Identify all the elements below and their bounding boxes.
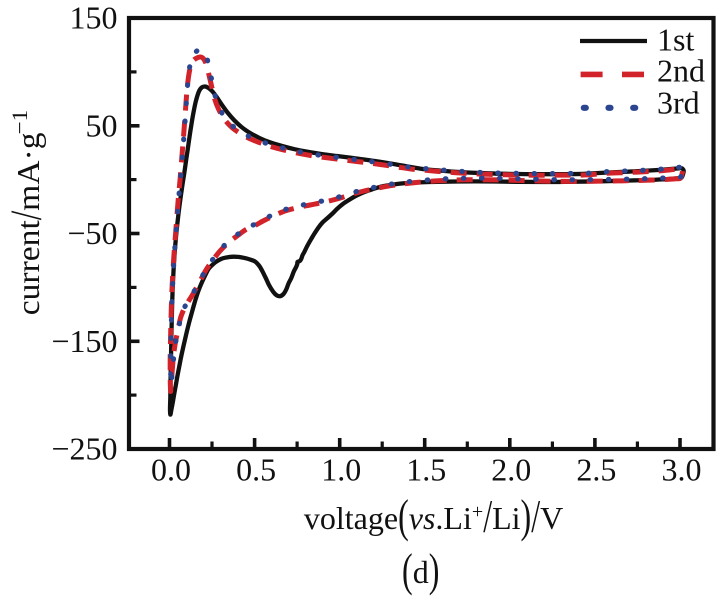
svg-text:): ) — [521, 489, 532, 541]
svg-text:voltage: voltage — [304, 500, 398, 536]
svg-text:mA·g: mA·g — [12, 132, 47, 210]
svg-text:/: / — [483, 489, 493, 541]
svg-text:(: ( — [402, 544, 413, 596]
svg-text:d: d — [413, 554, 429, 590]
svg-text:0.5: 0.5 — [236, 452, 276, 488]
svg-text:vs: vs — [409, 500, 436, 536]
svg-text:1.0: 1.0 — [321, 452, 361, 488]
svg-text:V: V — [540, 500, 563, 536]
svg-text:150: 150 — [70, 0, 118, 36]
svg-text:/: / — [2, 211, 50, 220]
svg-text:50: 50 — [86, 107, 118, 143]
svg-text:(: ( — [398, 489, 409, 541]
svg-text:/: / — [531, 489, 541, 541]
svg-text:−1: −1 — [7, 110, 31, 135]
svg-text:−250: −250 — [51, 431, 117, 467]
svg-text:): ) — [429, 544, 440, 596]
svg-text:−150: −150 — [51, 323, 117, 359]
svg-text:1st: 1st — [657, 21, 694, 57]
svg-text:1.5: 1.5 — [406, 452, 446, 488]
svg-text:2nd: 2nd — [657, 52, 705, 88]
svg-text:2.0: 2.0 — [491, 452, 531, 488]
svg-text:.Li: .Li — [435, 500, 472, 536]
svg-text:0.0: 0.0 — [151, 452, 191, 488]
svg-text:Li: Li — [492, 500, 521, 536]
svg-text:current: current — [12, 220, 47, 315]
svg-text:2.5: 2.5 — [576, 452, 616, 488]
svg-text:+: + — [472, 501, 483, 523]
svg-text:−50: −50 — [67, 215, 117, 251]
svg-text:3rd: 3rd — [657, 84, 700, 120]
svg-text:3.0: 3.0 — [662, 452, 702, 488]
